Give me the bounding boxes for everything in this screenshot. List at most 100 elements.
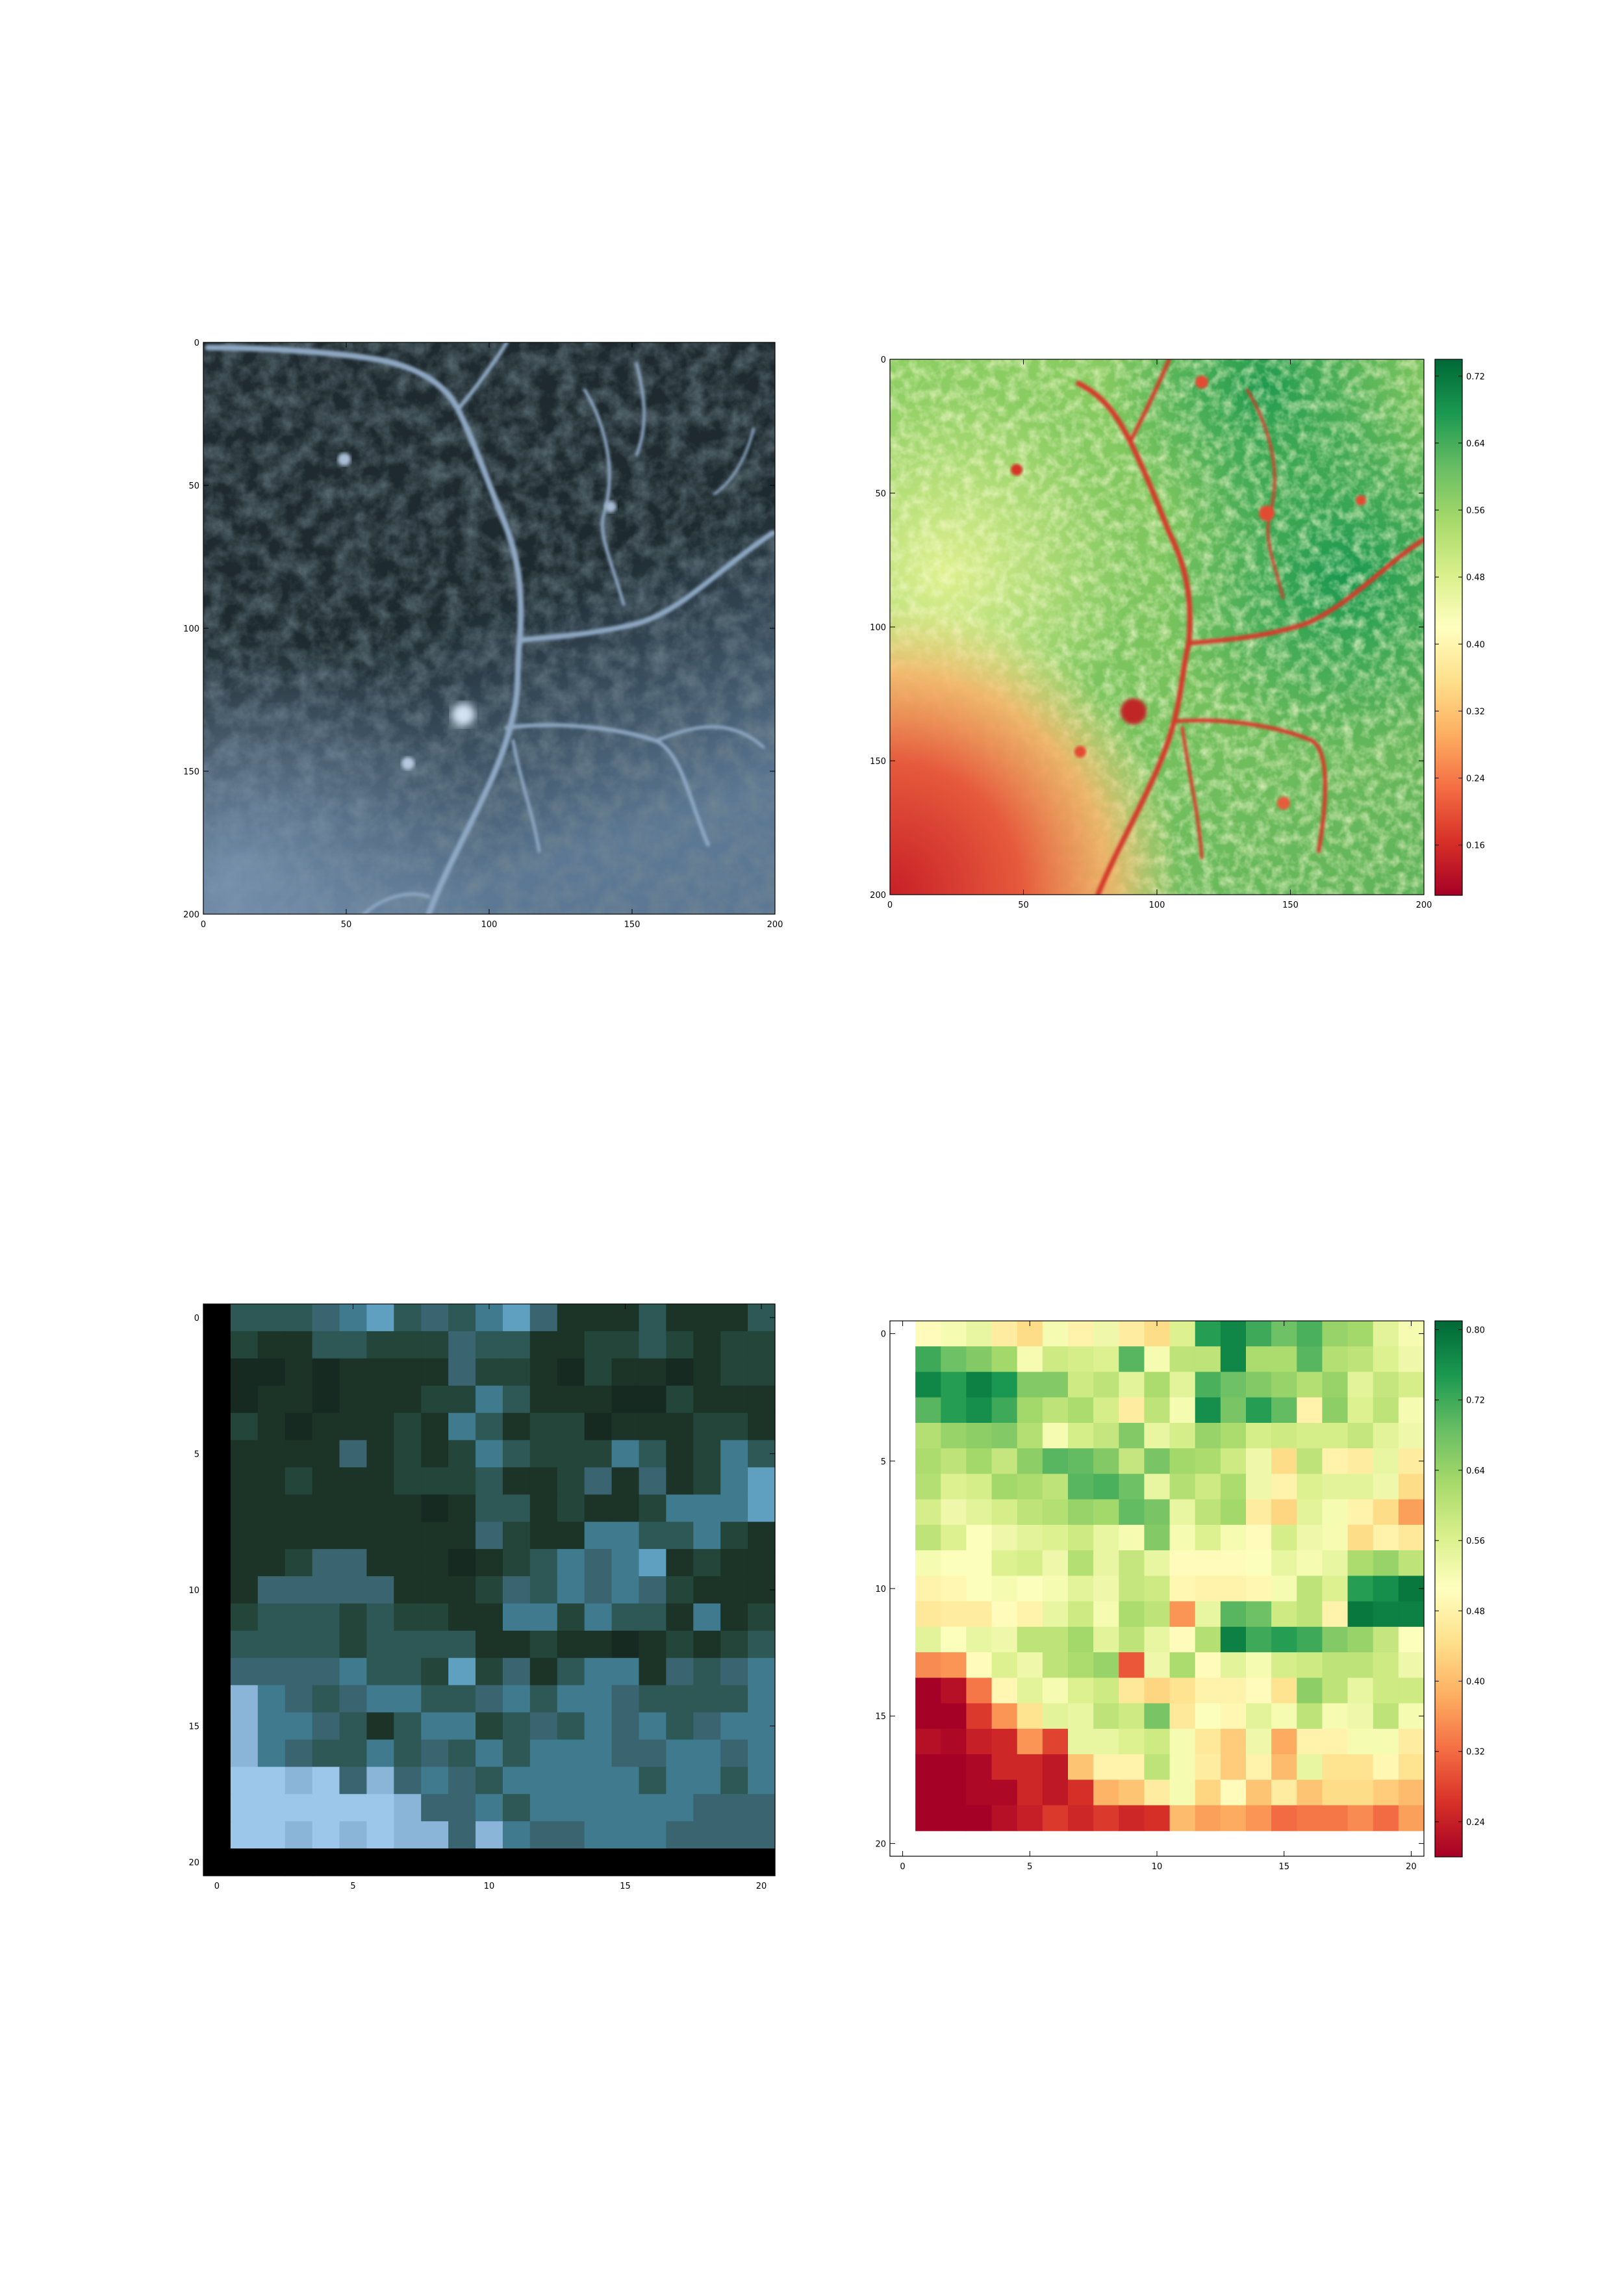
heatmap-cell bbox=[1271, 1372, 1297, 1398]
heatmap-cell bbox=[1144, 1397, 1171, 1424]
heatmap-cell bbox=[1119, 1346, 1145, 1373]
heatmap-cell bbox=[1347, 1601, 1374, 1628]
image-pixel bbox=[366, 1794, 394, 1822]
heatmap-cell bbox=[1068, 1422, 1094, 1449]
image-pixel bbox=[203, 1385, 231, 1414]
image-pixel bbox=[693, 1767, 721, 1795]
heatmap-cell bbox=[1246, 1652, 1272, 1678]
heatmap-cell bbox=[1042, 1422, 1069, 1449]
image-pixel bbox=[394, 1440, 422, 1468]
heatmap-cell bbox=[966, 1321, 993, 1347]
image-pixel bbox=[285, 1794, 313, 1822]
heatmap-cell bbox=[1398, 1474, 1425, 1500]
heatmap-cell bbox=[1297, 1550, 1323, 1576]
heatmap-cell bbox=[1347, 1780, 1374, 1806]
image-pixel bbox=[666, 1412, 694, 1441]
heatmap-cell bbox=[941, 1703, 967, 1730]
heatmap-cell bbox=[1042, 1397, 1069, 1424]
heatmap-cell bbox=[966, 1397, 993, 1424]
heatmap-cell bbox=[1322, 1678, 1349, 1704]
image-pixel bbox=[502, 1576, 531, 1604]
image-pixel bbox=[203, 1549, 231, 1577]
ndvi-image bbox=[890, 359, 1424, 895]
heatmap-cell bbox=[1322, 1652, 1349, 1678]
x-tick-label: 15 bbox=[620, 1882, 631, 1891]
heatmap-cell bbox=[1347, 1626, 1374, 1653]
colorbar-tick-label: 0.24 bbox=[1466, 774, 1485, 784]
image-pixel bbox=[339, 1494, 368, 1522]
heatmap-cell bbox=[1195, 1474, 1221, 1500]
y-tick-label: 100 bbox=[183, 624, 199, 634]
image-pixel bbox=[285, 1576, 313, 1604]
heatmap-cell bbox=[1169, 1422, 1196, 1449]
heatmap-cell bbox=[1220, 1422, 1247, 1449]
image-pixel bbox=[693, 1739, 721, 1767]
image-pixel bbox=[366, 1522, 394, 1550]
image-pixel bbox=[611, 1821, 640, 1849]
y-tick-label: 5 bbox=[881, 1457, 886, 1467]
heatmap-cell bbox=[1144, 1652, 1171, 1678]
image-pixel bbox=[366, 1385, 394, 1414]
heatmap-cell bbox=[915, 1397, 941, 1424]
heatmap-cell bbox=[1119, 1474, 1145, 1500]
heatmap-cell bbox=[1322, 1474, 1349, 1500]
heatmap-cell bbox=[1246, 1754, 1272, 1780]
image-pixel bbox=[502, 1603, 531, 1631]
image-pixel bbox=[720, 1522, 748, 1550]
image-pixel bbox=[285, 1304, 313, 1332]
heatmap-cell bbox=[1169, 1601, 1196, 1628]
image-pixel bbox=[611, 1440, 640, 1468]
image-pixel bbox=[611, 1494, 640, 1522]
heatmap-cell bbox=[1119, 1550, 1145, 1576]
image-pixel bbox=[476, 1657, 503, 1686]
heatmap-cell bbox=[1042, 1703, 1069, 1730]
heatmap-cell bbox=[1017, 1550, 1043, 1576]
heatmap-cell bbox=[1297, 1805, 1323, 1832]
image-pixel bbox=[693, 1794, 721, 1822]
y-tick-label: 15 bbox=[875, 1712, 886, 1722]
heatmap-cell bbox=[1195, 1626, 1221, 1653]
image-pixel bbox=[557, 1494, 585, 1522]
image-pixel bbox=[421, 1794, 449, 1822]
image-pixel bbox=[748, 1794, 776, 1822]
image-pixel bbox=[639, 1685, 666, 1713]
heatmap-cell bbox=[915, 1652, 941, 1678]
image-pixel bbox=[529, 1685, 558, 1713]
colorbar-tick-label: 0.48 bbox=[1466, 573, 1485, 583]
image-pixel bbox=[203, 1739, 231, 1767]
image-pixel bbox=[421, 1657, 449, 1686]
heatmap-cell bbox=[1271, 1346, 1297, 1373]
heatmap-cell bbox=[966, 1499, 993, 1526]
heatmap-cell bbox=[1373, 1372, 1399, 1398]
heatmap-cell bbox=[1271, 1626, 1297, 1653]
ndvi-downsampled-image bbox=[915, 1321, 1425, 1832]
heatmap-cell bbox=[991, 1346, 1018, 1373]
heatmap-cell bbox=[1347, 1754, 1374, 1780]
image-pixel bbox=[339, 1385, 368, 1414]
heatmap-cell bbox=[1271, 1576, 1297, 1602]
image-pixel bbox=[693, 1412, 721, 1441]
heatmap-cell bbox=[1119, 1678, 1145, 1704]
heatmap-cell bbox=[1169, 1372, 1196, 1398]
panel-rgb-downsampled: 0 5 10 15 20 0 5 10 15 20 bbox=[188, 1303, 776, 1891]
image-pixel bbox=[639, 1385, 666, 1414]
heatmap-cell bbox=[1042, 1728, 1069, 1755]
heatmap-cell bbox=[1119, 1780, 1145, 1806]
heatmap-cell bbox=[1093, 1550, 1119, 1576]
heatmap-cell bbox=[1220, 1524, 1247, 1551]
image-pixel bbox=[529, 1549, 558, 1577]
heatmap-cell bbox=[941, 1728, 967, 1755]
image-pixel bbox=[257, 1603, 286, 1631]
heatmap-cell bbox=[1169, 1550, 1196, 1576]
image-pixel bbox=[257, 1630, 286, 1659]
heatmap-cell bbox=[1220, 1397, 1247, 1424]
x-tick-label: 0 bbox=[900, 1862, 905, 1872]
image-pixel bbox=[230, 1848, 259, 1876]
heatmap-cell bbox=[1347, 1397, 1374, 1424]
heatmap-cell bbox=[1322, 1550, 1349, 1576]
image-pixel bbox=[257, 1821, 286, 1849]
image-pixel bbox=[611, 1712, 640, 1741]
image-pixel bbox=[421, 1358, 449, 1386]
image-pixel bbox=[339, 1739, 368, 1767]
heatmap-cell bbox=[915, 1499, 941, 1526]
